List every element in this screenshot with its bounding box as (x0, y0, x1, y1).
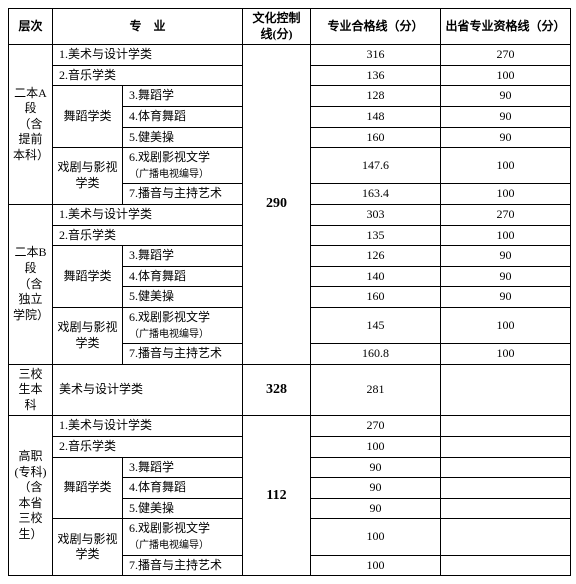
out-cell: 90 (441, 266, 571, 287)
out-cell (441, 498, 571, 519)
major-cell: 6.戏剧影视文学（广播电视编导） (123, 519, 243, 555)
subgroup-drama: 戏剧与影视学类 (53, 307, 123, 364)
header-pass: 专业合格线（分） (311, 9, 441, 45)
major-cell: 5.健美操 (123, 287, 243, 308)
major-cell: 美术与设计学类 (53, 364, 243, 416)
major-cell: 5.健美操 (123, 127, 243, 148)
pass-cell: 100 (311, 437, 441, 458)
major-cell: 7.播音与主持艺术 (123, 344, 243, 365)
major-cell: 3.舞蹈学 (123, 86, 243, 107)
major-cell: 6.戏剧影视文学（广播电视编导） (123, 307, 243, 343)
major-cell: 5.健美操 (123, 498, 243, 519)
subgroup-drama: 戏剧与影视学类 (53, 519, 123, 576)
pass-cell: 160 (311, 287, 441, 308)
pass-cell: 270 (311, 416, 441, 437)
pass-cell: 147.6 (311, 148, 441, 184)
out-cell: 90 (441, 246, 571, 267)
out-cell: 100 (441, 65, 571, 86)
pass-cell: 135 (311, 225, 441, 246)
major-cell: 1.美术与设计学类 (53, 204, 243, 225)
out-cell: 100 (441, 307, 571, 343)
level-cell: 二本A段（含提前本科） (9, 45, 53, 205)
level-cell: 高职(专科)（含本省三校生） (9, 416, 53, 576)
major-cell: 2.音乐学类 (53, 65, 243, 86)
pass-cell: 90 (311, 457, 441, 478)
subgroup-drama: 戏剧与影视学类 (53, 148, 123, 205)
out-cell: 100 (441, 225, 571, 246)
out-cell: 90 (441, 287, 571, 308)
subgroup-dance: 舞蹈学类 (53, 86, 123, 148)
out-cell: 100 (441, 344, 571, 365)
major-cell: 7.播音与主持艺术 (123, 184, 243, 205)
major-cell: 4.体育舞蹈 (123, 266, 243, 287)
subgroup-dance: 舞蹈学类 (53, 457, 123, 519)
out-cell: 90 (441, 86, 571, 107)
header-culture: 文化控制线(分) (243, 9, 311, 45)
pass-cell: 100 (311, 519, 441, 555)
pass-cell: 160 (311, 127, 441, 148)
major-cell: 1.美术与设计学类 (53, 45, 243, 66)
major-cell: 2.音乐学类 (53, 437, 243, 458)
pass-cell: 160.8 (311, 344, 441, 365)
out-cell (441, 519, 571, 555)
pass-cell: 281 (311, 364, 441, 416)
major-cell: 6.戏剧影视文学（广播电视编导） (123, 148, 243, 184)
culture-cell: 328 (243, 364, 311, 416)
header-level: 层次 (9, 9, 53, 45)
pass-cell: 163.4 (311, 184, 441, 205)
out-cell (441, 478, 571, 499)
header-outprov: 出省专业资格线（分） (441, 9, 571, 45)
pass-cell: 90 (311, 498, 441, 519)
out-cell: 90 (441, 127, 571, 148)
out-cell (441, 457, 571, 478)
major-cell: 4.体育舞蹈 (123, 478, 243, 499)
out-cell: 90 (441, 106, 571, 127)
pass-cell: 90 (311, 478, 441, 499)
major-cell: 2.音乐学类 (53, 225, 243, 246)
major-cell: 3.舞蹈学 (123, 457, 243, 478)
pass-cell: 303 (311, 204, 441, 225)
pass-cell: 140 (311, 266, 441, 287)
pass-cell: 136 (311, 65, 441, 86)
score-table: 层次 专 业 文化控制线(分) 专业合格线（分） 出省专业资格线（分） 二本A段… (8, 8, 571, 576)
out-cell (441, 364, 571, 416)
major-cell: 4.体育舞蹈 (123, 106, 243, 127)
header-major: 专 业 (53, 9, 243, 45)
pass-cell: 145 (311, 307, 441, 343)
out-cell: 100 (441, 184, 571, 205)
level-cell: 三校生本科 (9, 364, 53, 416)
culture-cell: 290 (243, 45, 311, 365)
subgroup-dance: 舞蹈学类 (53, 246, 123, 308)
culture-cell: 112 (243, 416, 311, 576)
out-cell: 270 (441, 204, 571, 225)
major-cell: 7.播音与主持艺术 (123, 555, 243, 576)
pass-cell: 128 (311, 86, 441, 107)
pass-cell: 100 (311, 555, 441, 576)
out-cell (441, 555, 571, 576)
out-cell (441, 437, 571, 458)
pass-cell: 148 (311, 106, 441, 127)
pass-cell: 316 (311, 45, 441, 66)
out-cell: 270 (441, 45, 571, 66)
pass-cell: 126 (311, 246, 441, 267)
major-cell: 3.舞蹈学 (123, 246, 243, 267)
out-cell: 100 (441, 148, 571, 184)
major-cell: 1.美术与设计学类 (53, 416, 243, 437)
level-cell: 二本B段（含独立学院） (9, 204, 53, 364)
out-cell (441, 416, 571, 437)
